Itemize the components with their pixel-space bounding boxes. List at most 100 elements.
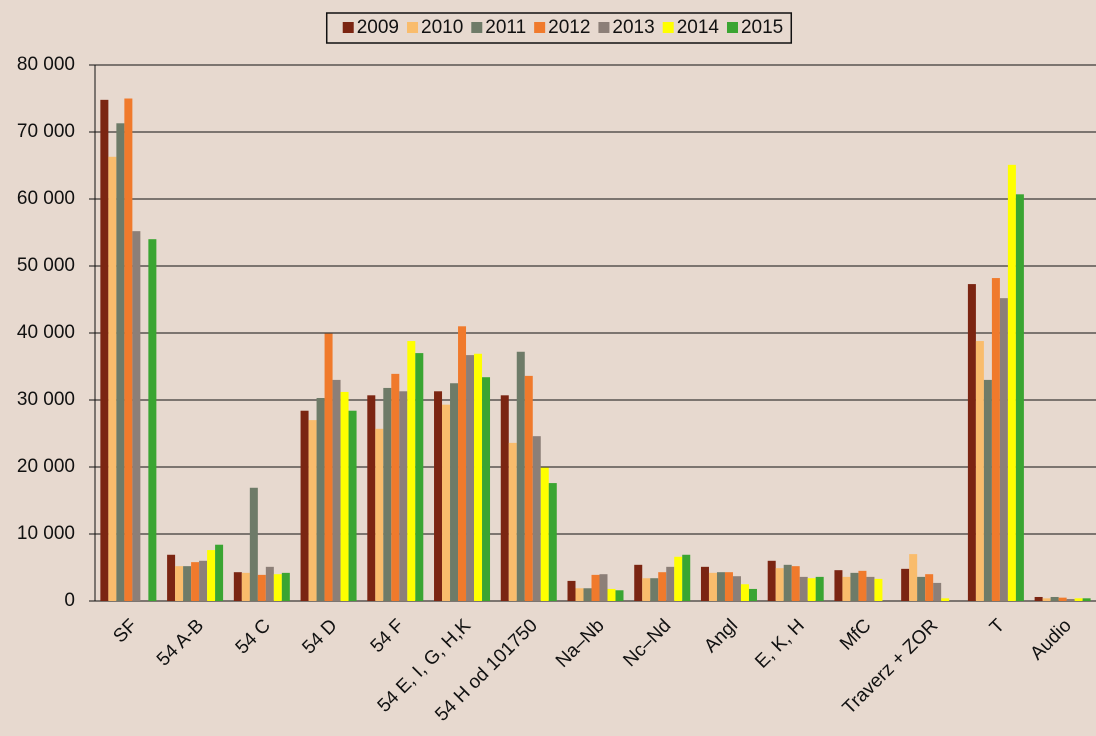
legend-label: 2011	[485, 17, 526, 38]
bar	[124, 98, 133, 601]
bar	[466, 355, 475, 601]
bar	[599, 574, 608, 601]
bar	[967, 284, 976, 601]
bar	[783, 564, 792, 601]
bar	[207, 550, 216, 601]
bar	[500, 395, 509, 601]
bar	[324, 333, 333, 601]
y-tick-label: 20 000	[17, 456, 75, 477]
legend-label: 2010	[421, 17, 463, 38]
bar	[383, 387, 392, 601]
bar	[532, 436, 541, 601]
y-tick-label: 60 000	[17, 188, 75, 209]
bar	[1058, 597, 1067, 601]
legend-label: 2012	[548, 17, 590, 38]
bar	[615, 590, 624, 601]
bar	[815, 576, 824, 601]
legend-label: 2009	[357, 17, 399, 38]
bar	[1082, 598, 1091, 601]
bar	[348, 410, 357, 601]
bar	[658, 572, 667, 601]
bar	[108, 156, 117, 602]
bar	[874, 578, 883, 601]
bar	[842, 576, 851, 601]
y-tick-label: 30 000	[17, 389, 75, 410]
bar	[583, 588, 592, 601]
bar	[1007, 164, 1016, 601]
bar	[866, 576, 875, 601]
bar	[516, 351, 525, 601]
bar	[148, 239, 157, 601]
y-tick-label: 50 000	[17, 255, 75, 276]
bar	[901, 568, 910, 601]
bar	[850, 572, 859, 601]
bar	[716, 572, 725, 601]
bar	[732, 576, 741, 601]
legend-label: 2013	[612, 17, 654, 38]
bar	[634, 564, 643, 601]
legend-swatch	[598, 22, 610, 33]
bar	[607, 588, 616, 601]
legend-swatch	[471, 22, 483, 33]
bar	[975, 341, 984, 601]
bar	[340, 391, 349, 601]
bar	[257, 574, 266, 601]
bar	[332, 379, 341, 601]
bar	[650, 578, 659, 601]
bar	[434, 391, 443, 601]
y-tick-label: 40 000	[17, 322, 75, 343]
bar	[983, 379, 992, 601]
bar	[1074, 598, 1083, 601]
bar	[740, 584, 749, 601]
bar	[540, 467, 549, 601]
y-tick-label: 70 000	[17, 121, 75, 142]
bar	[399, 391, 408, 601]
bar	[999, 298, 1008, 601]
bar	[1015, 194, 1024, 601]
bar	[909, 554, 918, 601]
bar	[474, 353, 483, 601]
bar	[407, 341, 416, 601]
bar	[925, 574, 934, 601]
bar	[991, 278, 1000, 601]
legend-swatch	[342, 22, 354, 33]
legend-label: 2014	[677, 17, 720, 38]
bar	[1034, 596, 1043, 601]
legend-swatch	[407, 22, 419, 33]
bar	[391, 373, 400, 601]
bar	[167, 554, 176, 601]
bar	[941, 598, 950, 601]
y-tick-label: 10 000	[17, 523, 75, 544]
bar	[199, 560, 208, 601]
bar	[567, 580, 576, 601]
legend-swatch	[662, 22, 674, 33]
bar	[807, 578, 816, 601]
bar	[1042, 598, 1051, 601]
y-tick-label: 0	[64, 590, 75, 611]
bar	[1066, 598, 1075, 601]
bar	[100, 99, 109, 601]
bar	[415, 353, 424, 601]
bar	[700, 566, 709, 601]
bar	[281, 572, 290, 601]
bar	[834, 570, 843, 601]
bar	[508, 442, 517, 601]
y-tick-label: 80 000	[17, 54, 75, 75]
bar	[917, 576, 926, 601]
bar	[183, 566, 192, 601]
bar	[933, 582, 942, 601]
bar	[241, 572, 250, 601]
legend-swatch	[726, 22, 738, 33]
bar	[799, 576, 808, 601]
bar	[249, 487, 258, 601]
bar	[265, 566, 274, 601]
bar	[858, 570, 867, 601]
bar	[175, 566, 184, 601]
bar	[666, 566, 675, 601]
bar	[316, 397, 325, 601]
bar	[724, 572, 733, 601]
bar	[642, 578, 651, 601]
